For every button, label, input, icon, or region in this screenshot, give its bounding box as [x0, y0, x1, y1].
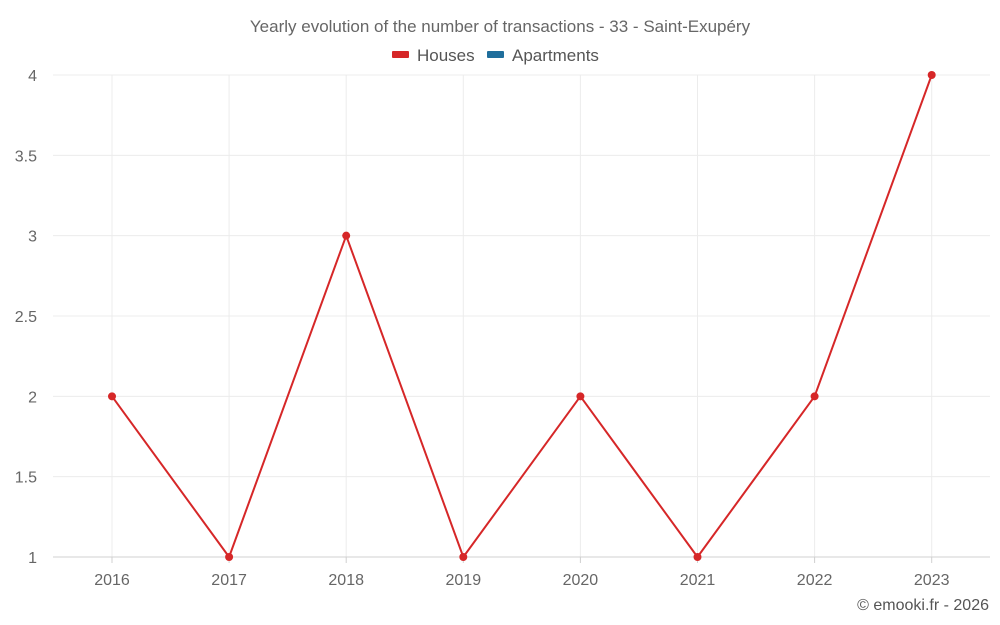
legend-item-houses[interactable]: Houses	[392, 46, 475, 65]
y-tick-label: 1.5	[15, 470, 37, 487]
legend-swatch-houses	[392, 51, 409, 58]
y-tick-label: 1	[28, 550, 37, 567]
data-point-houses-2021[interactable]	[693, 553, 702, 561]
data-point-houses-2020[interactable]	[576, 392, 585, 401]
x-tick-label: 2020	[563, 572, 599, 589]
chart-title: Yearly evolution of the number of transa…	[250, 17, 751, 36]
axes: 1 1.5 2 2.5 3 3.5 4 2016 2017 2018 2019 2020 2021 202…	[15, 68, 990, 589]
legend-item-apartments[interactable]: Apartments	[487, 46, 599, 65]
legend-label-houses: Houses	[417, 46, 475, 65]
x-tick-label: 2016	[94, 572, 130, 589]
data-point-houses-2022[interactable]	[810, 392, 819, 401]
x-tick-label: 2022	[797, 572, 833, 589]
x-tick-label: 2018	[328, 572, 364, 589]
legend: Houses Apartments	[392, 46, 599, 65]
data-point-houses-2023[interactable]	[927, 71, 936, 79]
y-tick-label: 2	[28, 389, 37, 406]
data-point-houses-2017[interactable]	[225, 553, 234, 561]
data-point-houses-2016[interactable]	[108, 392, 116, 401]
x-tick-label: 2017	[211, 572, 247, 589]
data-point-houses-2018[interactable]	[342, 231, 351, 240]
series-line-houses	[111, 74, 933, 558]
credit-text: © emooki.fr - 2026	[857, 597, 989, 614]
y-tick-label: 4	[28, 68, 37, 85]
legend-swatch-apartments	[487, 51, 504, 58]
y-tick-label: 3	[28, 229, 37, 246]
x-tick-label: 2023	[914, 572, 950, 589]
grid	[53, 74, 990, 558]
y-tick-label: 2.5	[15, 309, 37, 326]
legend-label-apartments: Apartments	[512, 46, 599, 65]
y-tick-label: 3.5	[15, 148, 37, 165]
series-houses	[108, 71, 936, 561]
data-point-houses-2019[interactable]	[459, 553, 468, 561]
x-tick-label: 2021	[680, 572, 716, 589]
x-tick-label: 2019	[446, 572, 482, 589]
